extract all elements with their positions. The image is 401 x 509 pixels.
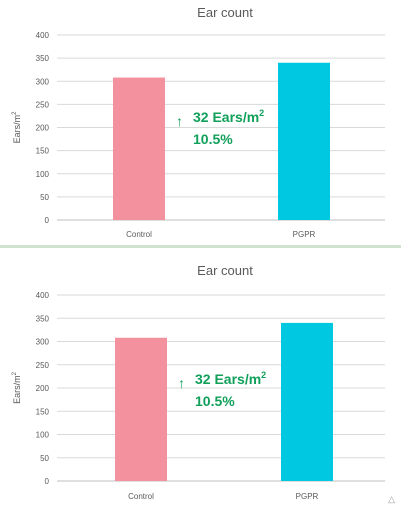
y-tick-label: 150 (36, 147, 50, 156)
warning-triangle-icon: △ (388, 494, 395, 504)
y-axis-label: Ears/m2 (12, 371, 22, 404)
x-category-label: PGPR (296, 492, 319, 501)
x-category-label: PGPR (293, 230, 316, 239)
y-tick-label: 100 (36, 431, 50, 440)
y-tick-label: 300 (36, 338, 50, 347)
y-tick-label: 350 (36, 54, 50, 63)
chart-panel-2: Ear count 0 50 100 150 200 250 300 350 400 Ears/m2… (0, 253, 401, 509)
y-tick-label: 0 (45, 216, 50, 225)
annotation-increase-text: 32 Ears/m (193, 109, 259, 125)
annotation-increase-superscript: 2 (261, 370, 266, 380)
x-category-label: Control (128, 492, 154, 501)
bar-control (115, 337, 167, 481)
x-category-label: Control (126, 230, 152, 239)
y-tick-label: 50 (40, 454, 49, 463)
chart-panel-1: Ear count 0 50 100 150 200 250 300 350 400 Ears/m2… (0, 0, 401, 246)
annotation-increase: 32 Ears/m2 (195, 370, 266, 387)
y-tick-label: 400 (36, 291, 50, 300)
y-tick-label: 50 (40, 193, 49, 202)
up-arrow-icon: ↑ (178, 375, 185, 391)
bar-pgpr (281, 322, 333, 481)
y-axis-label-superscript: 2 (12, 371, 18, 375)
y-tick-label: 150 (36, 407, 50, 416)
y-tick-label: 0 (45, 477, 50, 486)
up-arrow-icon: ↑ (176, 113, 183, 129)
chart-title: Ear count (197, 263, 253, 278)
annotation-percent: 10.5% (193, 131, 233, 147)
annotation-increase: 32 Ears/m2 (193, 108, 264, 125)
bar-chart-2: Ear count050100150200250300350400Ears/m2… (12, 263, 385, 501)
y-axis-label: Ears/m2 (12, 111, 22, 144)
y-tick-label: 200 (36, 384, 50, 393)
y-tick-label: 300 (36, 77, 50, 86)
y-tick-label: 250 (36, 361, 50, 370)
y-axis-label-text: Ears/m (12, 115, 22, 144)
bar-control (113, 77, 165, 220)
y-axis-label-text: Ears/m (12, 375, 22, 404)
y-tick-label: 400 (36, 31, 50, 40)
panel-divider (0, 245, 401, 248)
y-axis-label-superscript: 2 (12, 111, 18, 115)
annotation-percent: 10.5% (195, 393, 235, 409)
chart-title: Ear count (197, 5, 253, 20)
bar-pgpr (278, 62, 330, 220)
y-tick-label: 250 (36, 100, 50, 109)
y-tick-label: 100 (36, 170, 50, 179)
annotation-increase-superscript: 2 (259, 108, 264, 118)
y-tick-label: 200 (36, 124, 50, 133)
y-tick-label: 350 (36, 314, 50, 323)
bar-chart-1: Ear count050100150200250300350400Ears/m2… (12, 5, 385, 239)
annotation-increase-text: 32 Ears/m (195, 371, 261, 387)
